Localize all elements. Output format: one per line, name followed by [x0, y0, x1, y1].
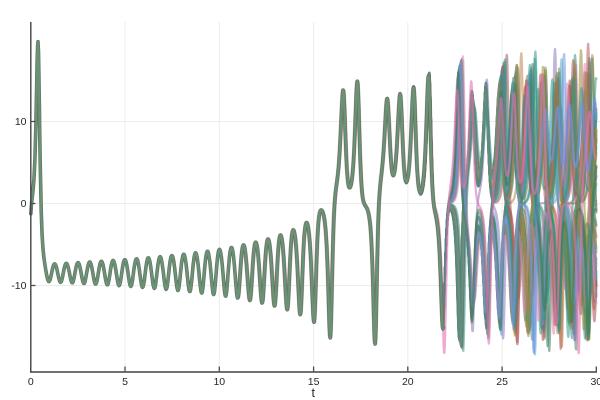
svg-text:0: 0: [28, 376, 34, 388]
svg-text:10: 10: [15, 116, 27, 128]
svg-text:15: 15: [308, 376, 320, 388]
svg-text:-10: -10: [11, 280, 26, 292]
svg-text:5: 5: [122, 376, 128, 388]
svg-text:10: 10: [213, 376, 225, 388]
svg-text:30: 30: [590, 376, 600, 388]
svg-text:25: 25: [496, 376, 508, 388]
svg-text:20: 20: [402, 376, 414, 388]
svg-text:t: t: [312, 386, 316, 400]
svg-text:0: 0: [21, 198, 27, 210]
